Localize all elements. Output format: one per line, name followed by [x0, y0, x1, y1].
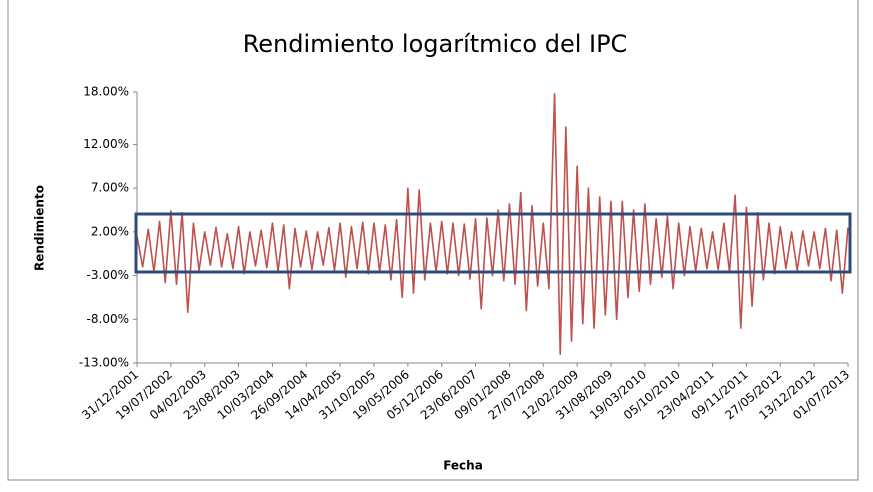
y-tick-label: 2.00%: [91, 224, 129, 238]
y-tick-label: 7.00%: [91, 181, 129, 195]
y-tick-label: -8.00%: [87, 312, 129, 326]
y-tick-label: -3.00%: [87, 268, 129, 282]
highlight-box: [134, 212, 852, 274]
y-axis-title: Rendimiento: [33, 185, 47, 271]
y-tick-label: 18.00%: [83, 85, 129, 99]
x-axis-title: Fecha: [443, 459, 483, 473]
y-tick-label: -13.00%: [79, 356, 129, 370]
y-tick-label: 12.00%: [83, 137, 129, 151]
chart-title: Rendimiento logarítmico del IPC: [243, 30, 628, 58]
